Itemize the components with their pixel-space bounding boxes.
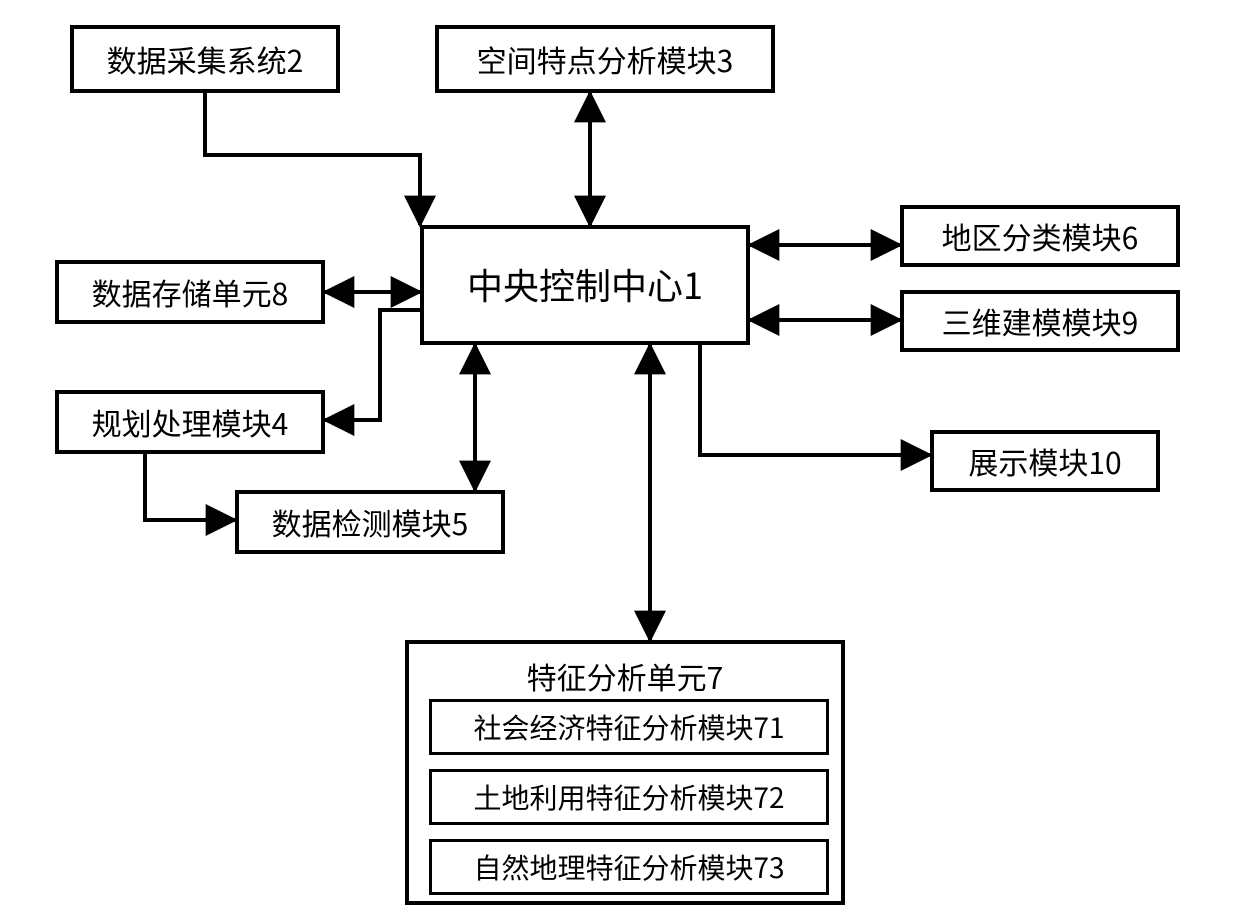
node-label: 地区分类模块6 <box>942 220 1139 253</box>
node-label: 自然地理特征分析模块73 <box>473 847 784 887</box>
edge-n4-n5 <box>145 454 235 520</box>
edge-n2-center <box>205 93 420 225</box>
node-n71: 社会经济特征分析模块71 <box>429 699 829 755</box>
node-n73: 自然地理特征分析模块73 <box>429 839 829 895</box>
node-label: 中央控制中心1 <box>467 265 703 305</box>
node-label: 规划处理模块4 <box>92 406 289 439</box>
edge-center-n4 <box>325 310 420 420</box>
node-center: 中央控制中心1 <box>420 225 750 345</box>
node-label: 空间特点分析模块3 <box>477 43 734 76</box>
diagram-stage: { "diagram": { "type": "flowchart", "bac… <box>0 0 1240 923</box>
node-n9: 三维建模模块9 <box>900 290 1180 352</box>
node-n7: 特征分析单元7 社会经济特征分析模块71 土地利用特征分析模块72 自然地理特征分析模… <box>405 640 845 905</box>
node-n10: 展示模块10 <box>930 430 1160 492</box>
node-label: 数据采集系统2 <box>107 43 304 76</box>
edge-center-n10 <box>700 345 930 455</box>
node-n72: 土地利用特征分析模块72 <box>429 769 829 825</box>
node-n2: 数据采集系统2 <box>70 25 340 93</box>
node-n3: 空间特点分析模块3 <box>435 25 775 93</box>
node-label: 展示模块10 <box>968 445 1121 478</box>
node-label: 数据存储单元8 <box>92 276 289 309</box>
node-n4: 规划处理模块4 <box>55 390 325 454</box>
node-label: 社会经济特征分析模块71 <box>473 707 784 747</box>
node-n6: 地区分类模块6 <box>900 205 1180 267</box>
node-label: 数据检测模块5 <box>272 506 469 539</box>
node-label: 特征分析单元7 <box>409 654 841 698</box>
node-label: 土地利用特征分析模块72 <box>473 777 784 817</box>
node-label: 三维建模模块9 <box>942 305 1139 338</box>
node-n5: 数据检测模块5 <box>235 490 505 554</box>
node-n8: 数据存储单元8 <box>55 260 325 324</box>
